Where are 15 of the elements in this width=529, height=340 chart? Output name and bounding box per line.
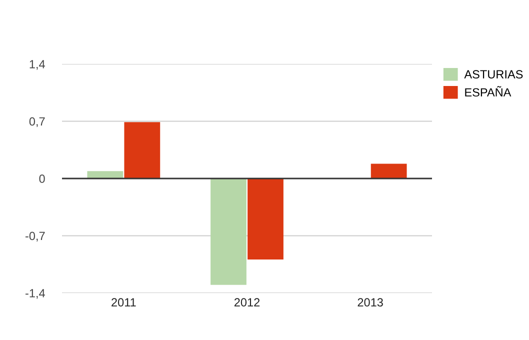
y-tick-label: 0	[39, 174, 45, 183]
bar	[210, 178, 246, 285]
bar	[87, 171, 124, 178]
bar	[370, 164, 407, 178]
y-tick-label: 1,4	[30, 60, 45, 70]
bar	[248, 178, 284, 260]
y-tick-label: -0,7	[26, 232, 45, 242]
x-tick-label: 2012	[234, 298, 260, 307]
y-tick-label: -1,4	[26, 289, 45, 299]
x-tick-label: 2013	[358, 298, 383, 307]
legend-label: ESPAÑA	[465, 86, 512, 97]
y-tick-label: 0,7	[29, 117, 45, 128]
legend-label: ASTURIAS	[464, 70, 523, 79]
bar	[124, 122, 160, 178]
x-tick-label: 2011	[112, 298, 136, 307]
